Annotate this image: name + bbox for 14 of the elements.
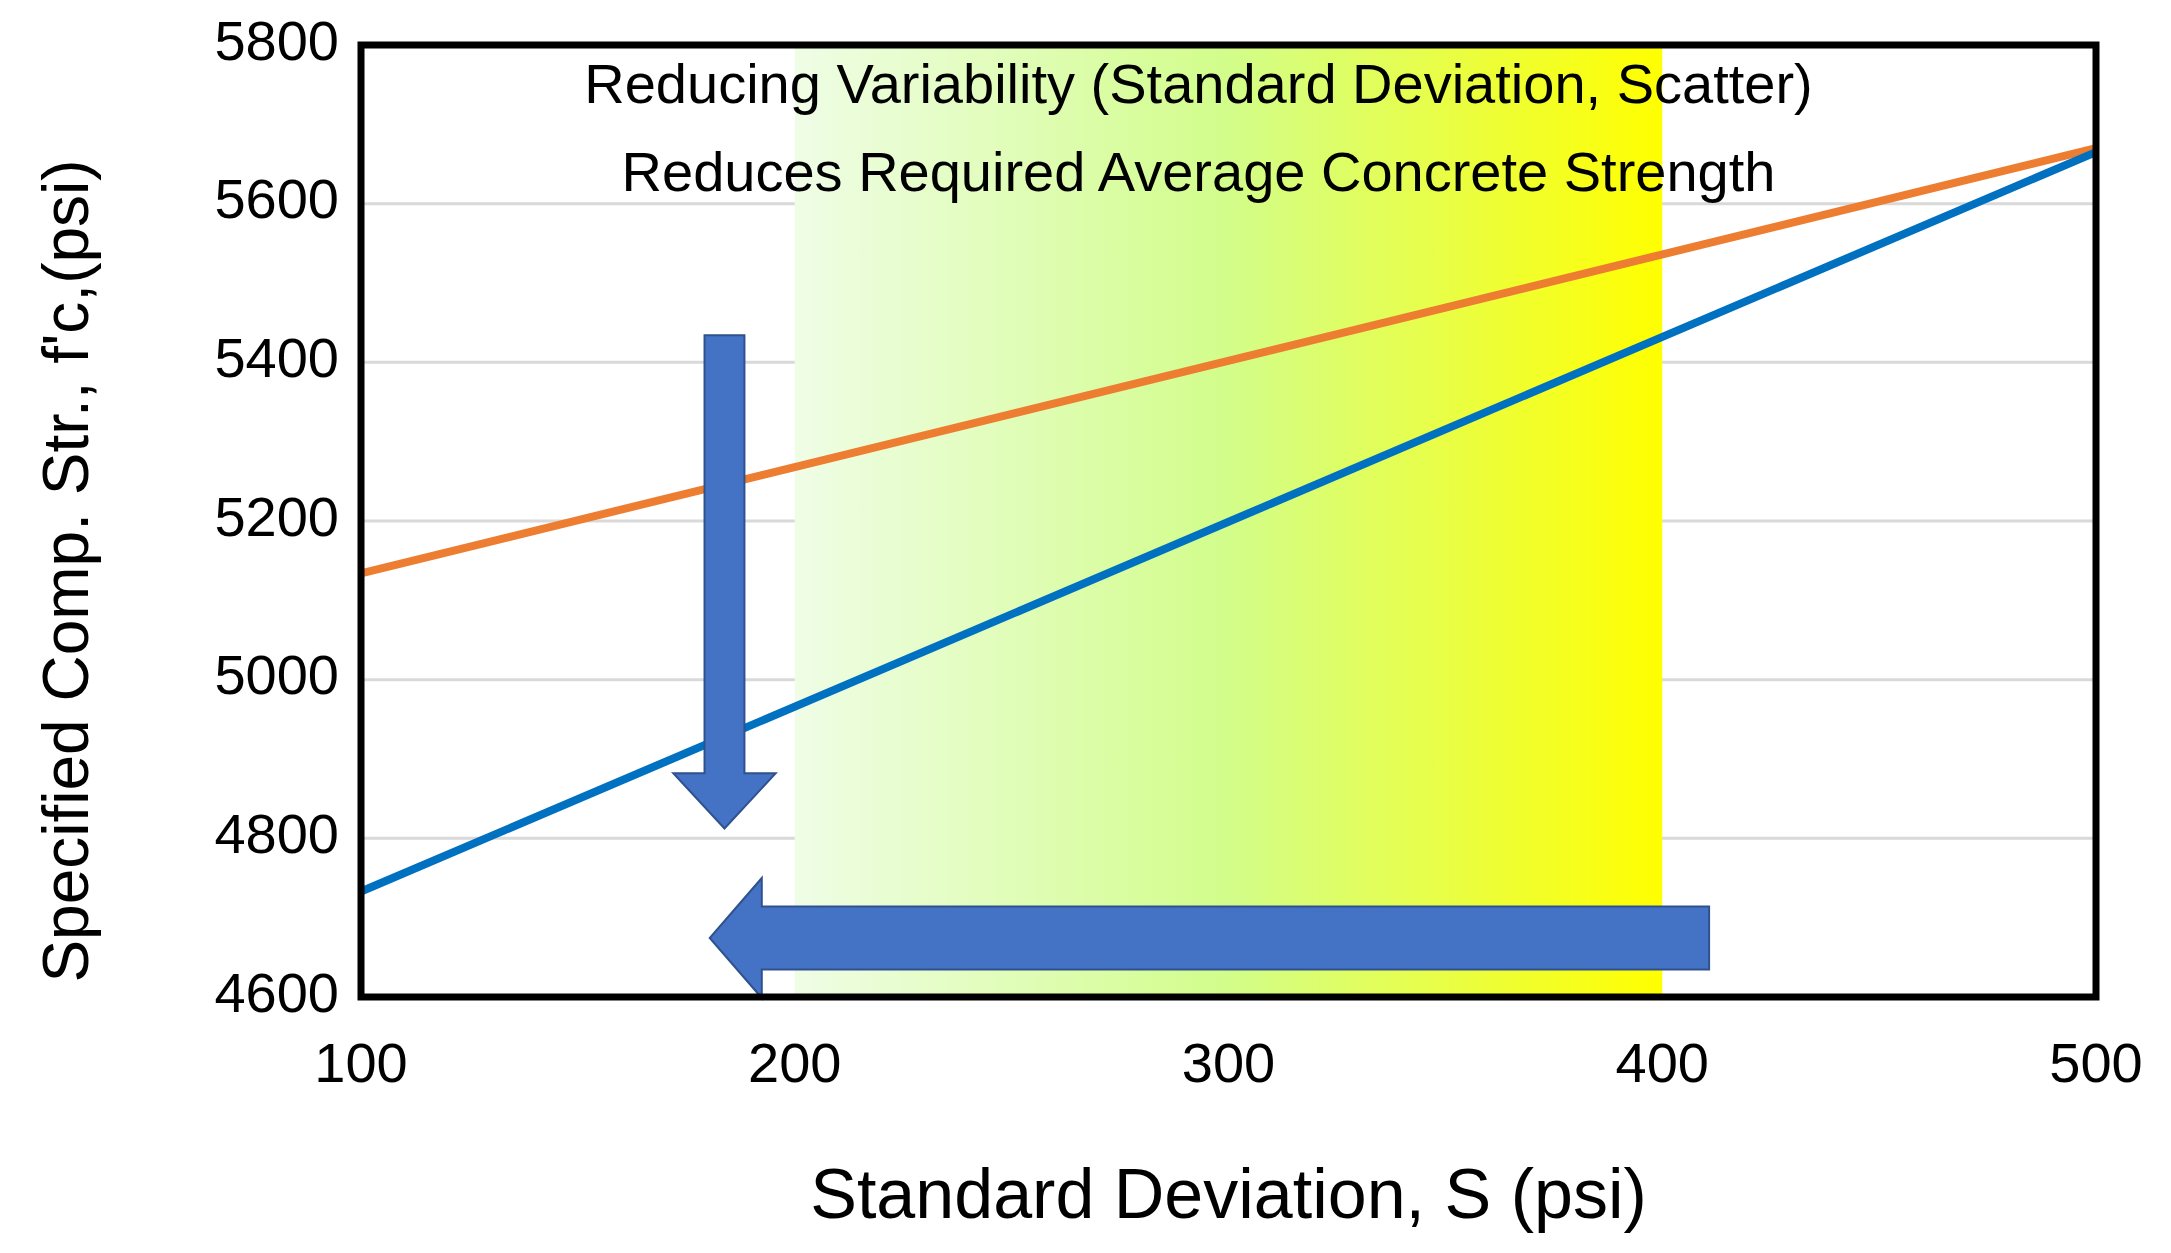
x-tick-label: 400 [1615,1030,1709,1094]
y-tick-label: 5600 [214,167,339,231]
x-tick-label: 200 [748,1030,842,1094]
x-axis-title: Standard Deviation, S (psi) [810,1155,1647,1233]
y-tick-label: 5400 [214,326,339,390]
y-tick-label: 5000 [214,643,339,707]
y-tick-label: 4800 [214,802,339,866]
y-tick-label: 5800 [214,8,339,72]
y-tick-label: 4600 [214,960,339,1024]
y-tick-label: 5200 [214,484,339,548]
x-tick-label: 500 [2049,1030,2143,1094]
y-axis-title: Specified Comp. Str., f'c,(psi) [30,159,102,983]
x-tick-label: 100 [314,1030,408,1094]
x-tick-label: 300 [1181,1030,1276,1094]
